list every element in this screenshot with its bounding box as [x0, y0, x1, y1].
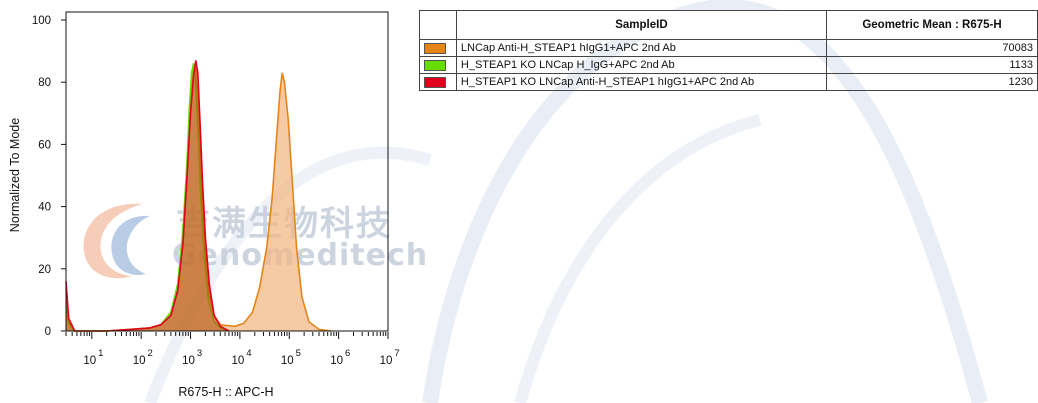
x-tick-exponent: 3	[197, 348, 202, 359]
x-tick-label: 104	[232, 348, 252, 367]
watermark-arc	[144, 146, 432, 403]
x-tick-base: 10	[380, 355, 393, 367]
histogram-fill-0	[66, 63, 229, 331]
statistics-table: SampleID Geometric Mean : R675-H LNCap A…	[419, 10, 1038, 91]
x-tick-base: 10	[182, 355, 195, 367]
table-row: H_STEAP1 KO LNCap H_IgG+APC 2nd Ab 1133	[419, 56, 1038, 74]
sample-name: H_STEAP1 KO LNCap H_IgG+APC 2nd Ab	[455, 56, 828, 74]
y-tick-label: 0	[45, 326, 51, 338]
color-swatch	[424, 42, 446, 54]
histogram-fill-1	[66, 60, 229, 332]
x-tick-label: 107	[380, 348, 400, 367]
color-swatch-cell	[419, 39, 457, 57]
geometric-mean-value: 1133	[826, 56, 1038, 74]
color-swatch-cell	[419, 73, 457, 91]
color-swatch-cell	[419, 56, 457, 74]
color-swatch	[424, 59, 446, 71]
geometric-mean-value: 1230	[826, 73, 1038, 91]
y-tick-label: 60	[38, 139, 51, 151]
x-tick-base: 10	[83, 355, 96, 367]
x-tick-exponent: 7	[394, 348, 399, 359]
x-tick-base: 10	[232, 355, 245, 367]
sample-name: LNCap Anti-H_STEAP1 hIgG1+APC 2nd Ab	[455, 39, 828, 57]
x-tick-label: 105	[281, 348, 301, 367]
table-header-row: SampleID Geometric Mean : R675-H	[419, 10, 1038, 40]
x-axis-label: R675-H :: APC-H	[178, 385, 273, 399]
y-axis-label: Normalized To Mode	[8, 118, 22, 232]
y-tick-label: 100	[32, 15, 51, 27]
histogram-line-1	[65, 60, 230, 332]
x-tick-base: 10	[330, 355, 343, 367]
watermark-text-en: Genomeditech	[172, 238, 429, 273]
series-layer	[65, 60, 332, 332]
table-row: LNCap Anti-H_STEAP1 hIgG1+APC 2nd Ab 700…	[419, 39, 1038, 57]
x-tick-label: 106	[330, 348, 350, 367]
x-tick-label: 103	[182, 348, 202, 367]
x-tick-exponent: 2	[148, 348, 153, 359]
header-geometric-mean: Geometric Mean : R675-H	[826, 10, 1038, 40]
x-tick-base: 10	[133, 355, 146, 367]
sample-name: H_STEAP1 KO LNCap Anti-H_STEAP1 hIgG1+AP…	[455, 73, 828, 91]
geometric-mean-value: 70083	[826, 39, 1038, 57]
x-tick-exponent: 1	[98, 348, 103, 359]
y-tick-label: 80	[38, 77, 51, 89]
x-tick-exponent: 6	[345, 348, 350, 359]
color-swatch	[424, 76, 446, 88]
x-tick-base: 10	[281, 355, 294, 367]
table-row: H_STEAP1 KO LNCap Anti-H_STEAP1 hIgG1+AP…	[419, 73, 1038, 91]
x-tick-exponent: 5	[296, 348, 301, 359]
y-tick-label: 20	[38, 264, 51, 276]
logo-swirl-icon	[83, 203, 150, 279]
y-tick-label: 40	[38, 202, 51, 214]
x-tick-exponent: 4	[246, 348, 251, 359]
watermark-arc	[422, 0, 988, 403]
x-tick-label: 102	[133, 348, 153, 367]
x-tick-label: 101	[83, 348, 103, 367]
watermark-arc	[514, 114, 762, 403]
header-sampleid: SampleID	[455, 10, 828, 40]
header-swatch-cell	[419, 10, 457, 40]
plot-frame	[65, 11, 389, 332]
histogram-fill-2	[66, 63, 331, 331]
